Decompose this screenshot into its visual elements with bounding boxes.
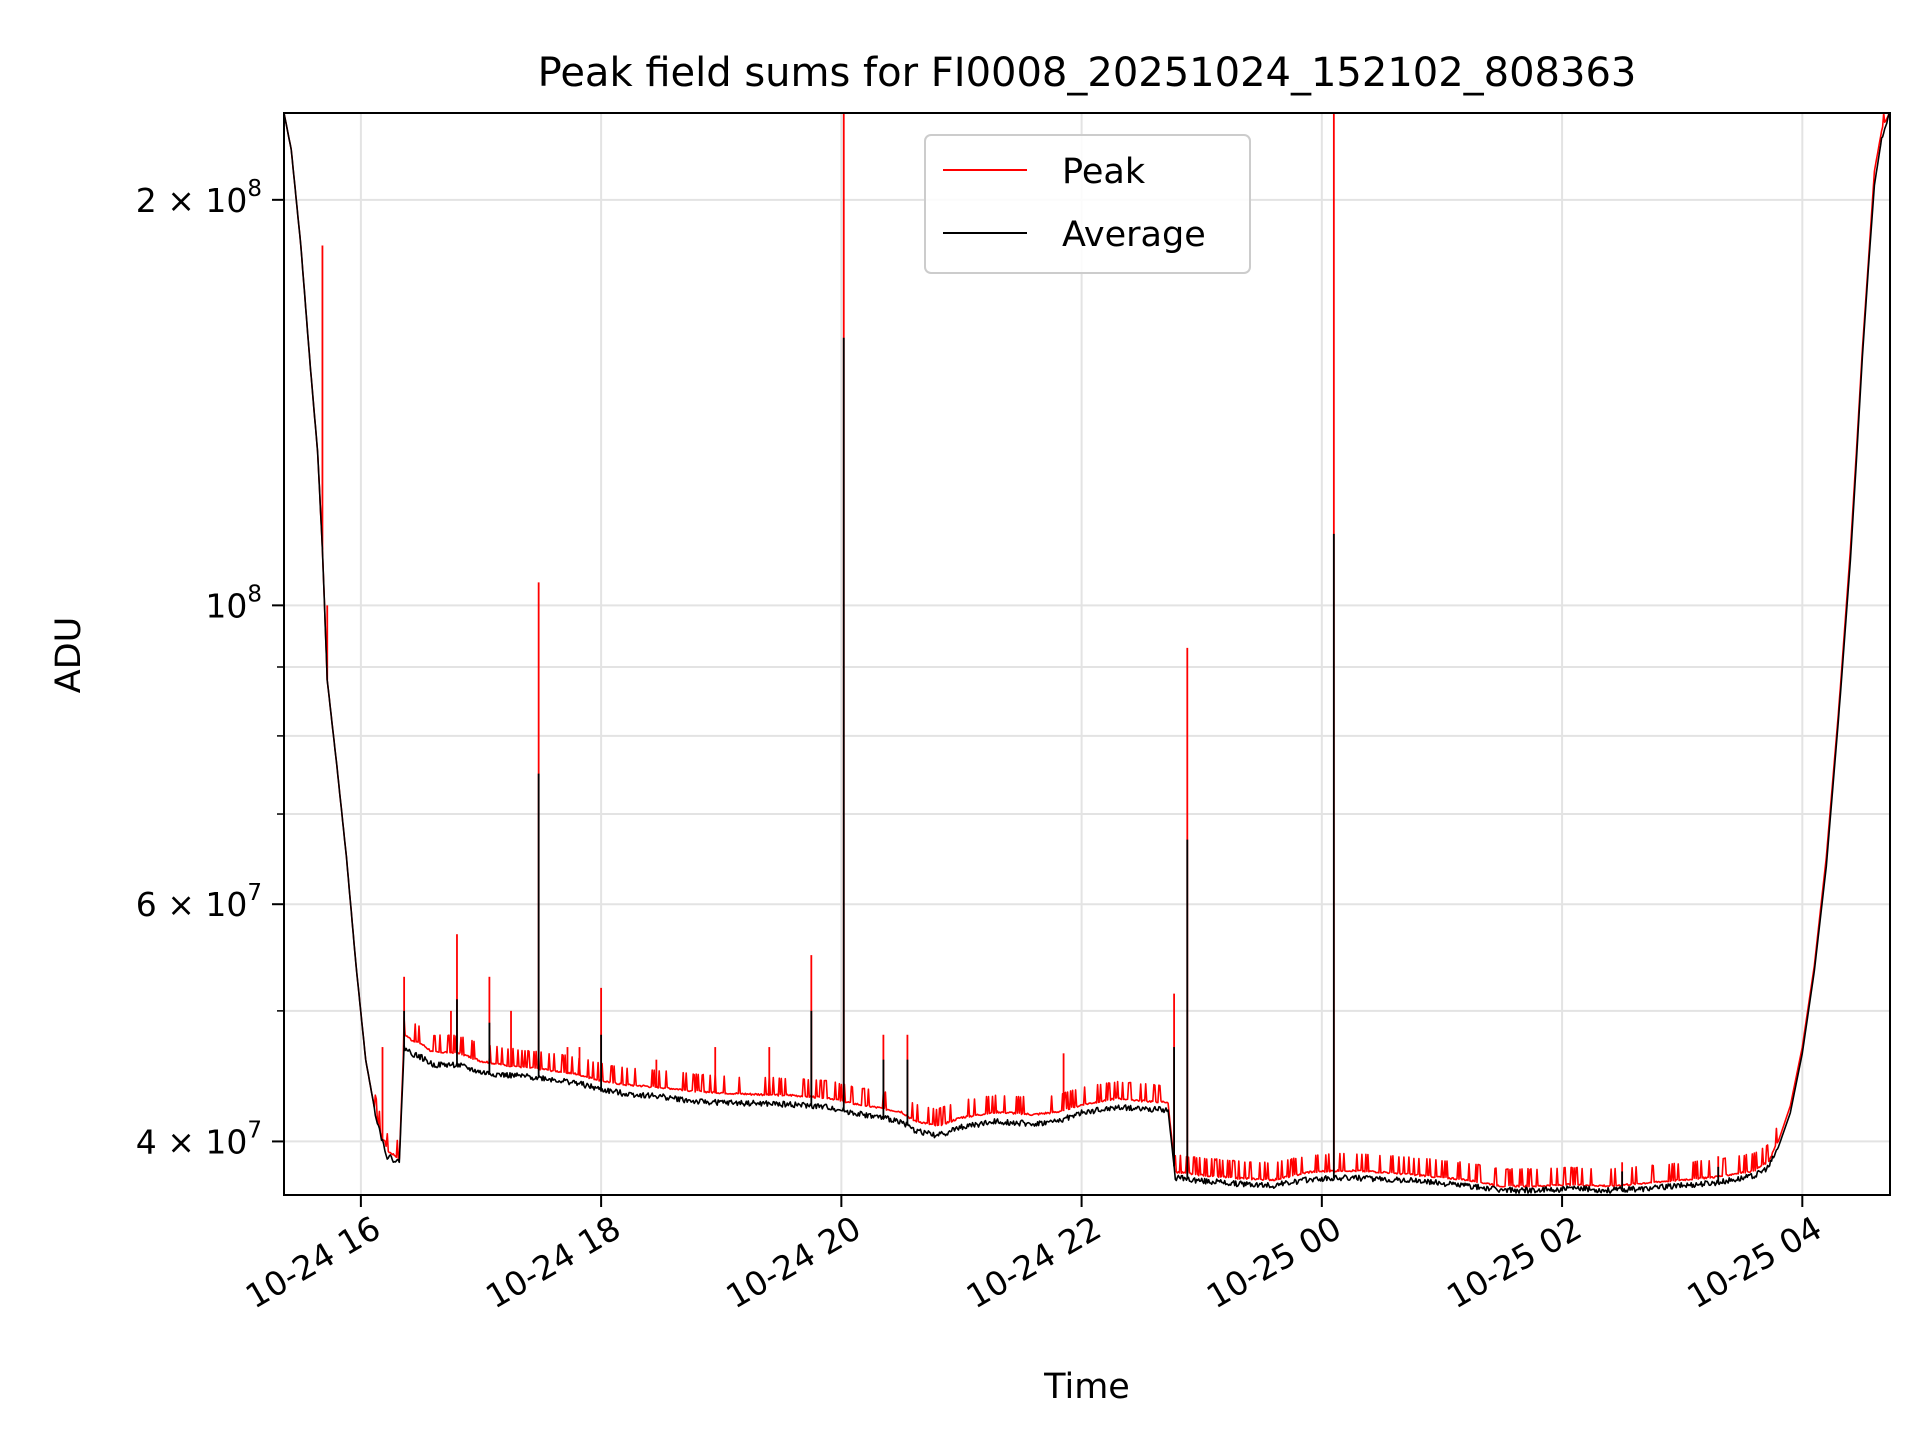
y-axis-label: ADU [49,617,89,694]
legend-label-peak: Peak [1062,152,1146,192]
series-peak [283,112,1891,1188]
legend-label-average: Average [1062,215,1206,255]
series-line [283,112,1891,1188]
y-tick-label: 2 × 108 [136,176,262,220]
y-tick-label: 4 × 107 [136,1117,262,1161]
x-tick-label: 10-25 02 [1440,1208,1588,1316]
series-line [283,112,1891,1194]
x-tick-label: 10-24 18 [479,1208,627,1316]
plot-series [283,112,1891,1194]
x-axis-label: Time [1043,1367,1130,1407]
grid [284,113,1890,1195]
chart-title: Peak field sums for FI0008_20251024_1521… [538,50,1637,96]
plot-frame [283,112,1891,1196]
x-tick-label: 10-24 22 [960,1208,1108,1316]
x-tick-label: 10-24 16 [239,1208,387,1316]
y-tick-label: 6 × 107 [136,880,262,924]
legend: Peak Average [924,134,1251,274]
x-tick-label: 10-25 00 [1200,1208,1348,1316]
y-tick-label: 108 [205,581,262,625]
series-average [283,112,1891,1194]
x-tick-label: 10-24 20 [719,1208,867,1316]
axis-ticks: 10-24 16 10-24 18 10-24 20 10-24 22 10-25 00… [136,176,1829,1316]
x-tick-label: 10-25 04 [1680,1208,1828,1316]
